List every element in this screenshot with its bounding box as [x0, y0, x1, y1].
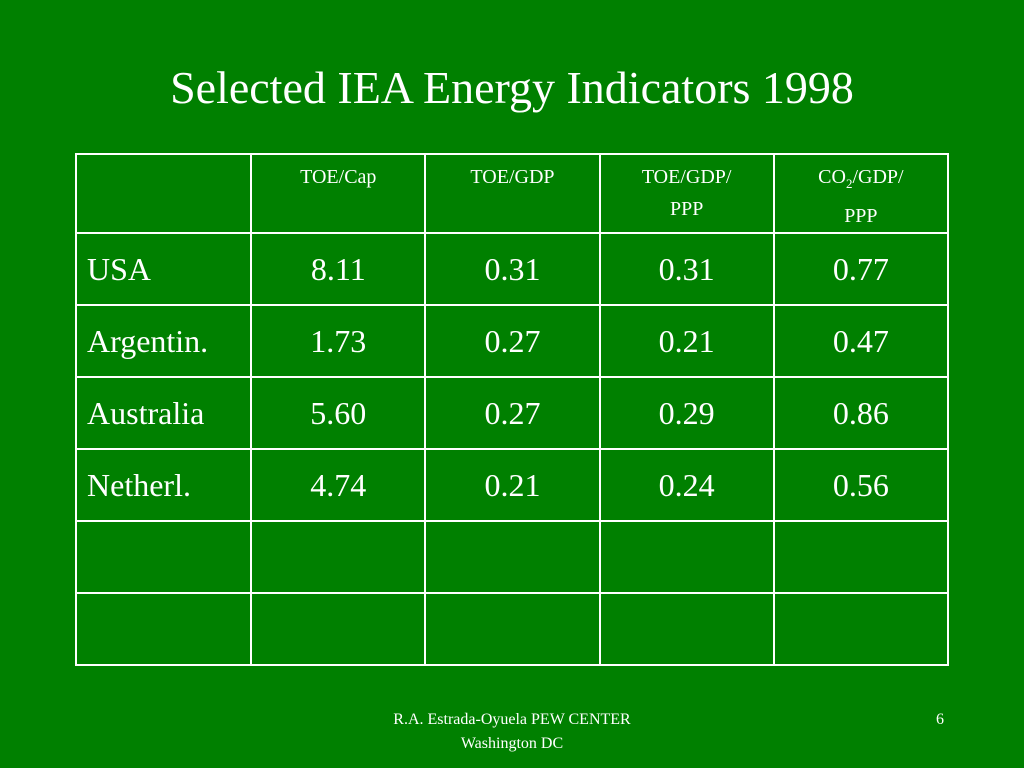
table-cell	[424, 592, 601, 666]
table-cell: 5.60	[250, 376, 427, 450]
table-cell: 0.21	[424, 448, 601, 522]
table-cell	[250, 520, 427, 594]
table-cell: 0.56	[772, 448, 950, 522]
table-row-empty	[74, 592, 950, 666]
header-cell-co2-gdp-ppp: CO2/GDP/PPP	[772, 153, 950, 234]
table-row: Australia 5.60 0.27 0.29 0.86	[74, 376, 950, 450]
header-cell-toe-gdp-ppp: TOE/GDP/PPP	[598, 153, 775, 234]
table-cell: 0.24	[598, 448, 775, 522]
header-cell-toe-gdp: TOE/GDP	[424, 153, 601, 234]
slide-number: 6	[936, 711, 944, 728]
table-cell	[598, 592, 775, 666]
row-label: USA	[74, 232, 253, 306]
row-label: Argentin.	[74, 304, 253, 378]
row-label	[74, 520, 253, 594]
table-row: Argentin. 1.73 0.27 0.21 0.47	[74, 304, 950, 378]
table-row: USA 8.11 0.31 0.31 0.77	[74, 232, 950, 306]
table-cell: 0.27	[424, 304, 601, 378]
table-cell: 8.11	[250, 232, 427, 306]
table-cell	[598, 520, 775, 594]
table-cell	[772, 520, 950, 594]
row-label	[74, 592, 253, 666]
row-label: Netherl.	[74, 448, 253, 522]
footer-line-1: R.A. Estrada-Oyuela PEW CENTER	[393, 711, 631, 728]
slide-title: Selected IEA Energy Indicators 1998	[170, 62, 854, 113]
table-cell: 0.27	[424, 376, 601, 450]
table-cell: 1.73	[250, 304, 427, 378]
table-cell: 0.31	[598, 232, 775, 306]
header-cell-empty	[74, 153, 253, 234]
table-cell: 0.29	[598, 376, 775, 450]
table-cell	[772, 592, 950, 666]
table-cell	[250, 592, 427, 666]
footer-text: R.A. Estrada-Oyuela PEW CENTER Washingto…	[280, 708, 744, 756]
row-label: Australia	[74, 376, 253, 450]
table-row-empty	[74, 520, 950, 594]
table-cell: 0.77	[772, 232, 950, 306]
table-cell: 0.47	[772, 304, 950, 378]
table-cell	[424, 520, 601, 594]
footer-line-2: Washington DC	[460, 735, 564, 752]
table-cell: 0.31	[424, 232, 601, 306]
header-cell-toe-cap: TOE/Cap	[250, 153, 427, 234]
table-cell: 0.86	[772, 376, 950, 450]
table-row: Netherl. 4.74 0.21 0.24 0.56	[74, 448, 950, 522]
table-cell: 4.74	[250, 448, 427, 522]
table-header-row: TOE/Cap TOE/GDP TOE/GDP/PPP CO2/GDP/PPP	[74, 153, 950, 234]
table-cell: 0.21	[598, 304, 775, 378]
indicators-table: TOE/Cap TOE/GDP TOE/GDP/PPP CO2/GDP/PPP …	[74, 153, 950, 666]
